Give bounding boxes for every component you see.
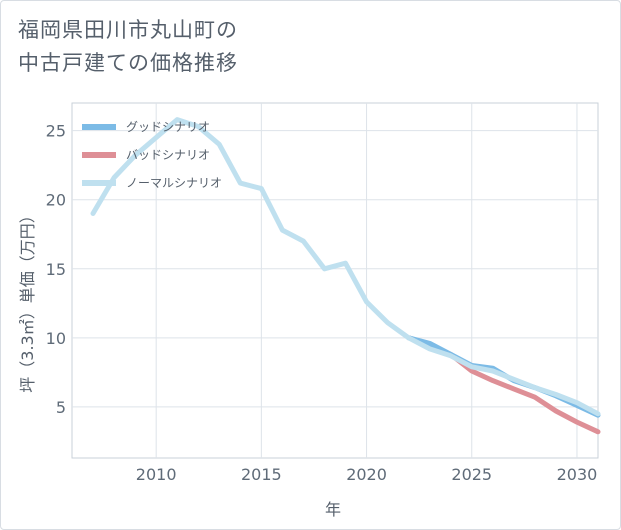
x-tick-label-2025: 2025 bbox=[451, 465, 492, 484]
y-tick-label-15: 15 bbox=[46, 260, 66, 279]
y-tick-label-5: 5 bbox=[56, 398, 66, 417]
legend: グッドシナリオ バッドシナリオ ノーマルシナリオ bbox=[82, 120, 222, 190]
x-tick-label-2020: 2020 bbox=[346, 465, 387, 484]
chart-title-line-1: 福岡県田川市丸山町の bbox=[18, 18, 238, 42]
chart-title-line-2: 中古戸建ての価格推移 bbox=[18, 51, 238, 75]
grid bbox=[72, 103, 598, 458]
y-tick-label-10: 10 bbox=[46, 329, 66, 348]
x-tick-label-2030: 2030 bbox=[557, 465, 598, 484]
series-group bbox=[90, 117, 601, 435]
y-tick-label-25: 25 bbox=[46, 122, 66, 141]
plot-area bbox=[71, 102, 599, 459]
y-tick-label-20: 20 bbox=[46, 191, 66, 210]
series-line-normal bbox=[90, 117, 601, 417]
x-tick-label-2010: 2010 bbox=[136, 465, 177, 484]
y-axis-label: 坪（3.3㎡）単価（万円） bbox=[18, 207, 37, 392]
x-tick-label-2015: 2015 bbox=[241, 465, 282, 484]
chart-title: 福岡県田川市丸山町の 中古戸建ての価格推移 bbox=[18, 14, 238, 80]
legend-label-good: グッドシナリオ bbox=[126, 120, 210, 134]
legend-label-bad: バッドシナリオ bbox=[126, 148, 210, 162]
legend-label-normal: ノーマルシナリオ bbox=[126, 176, 222, 190]
x-axis-label: 年 bbox=[325, 500, 341, 519]
